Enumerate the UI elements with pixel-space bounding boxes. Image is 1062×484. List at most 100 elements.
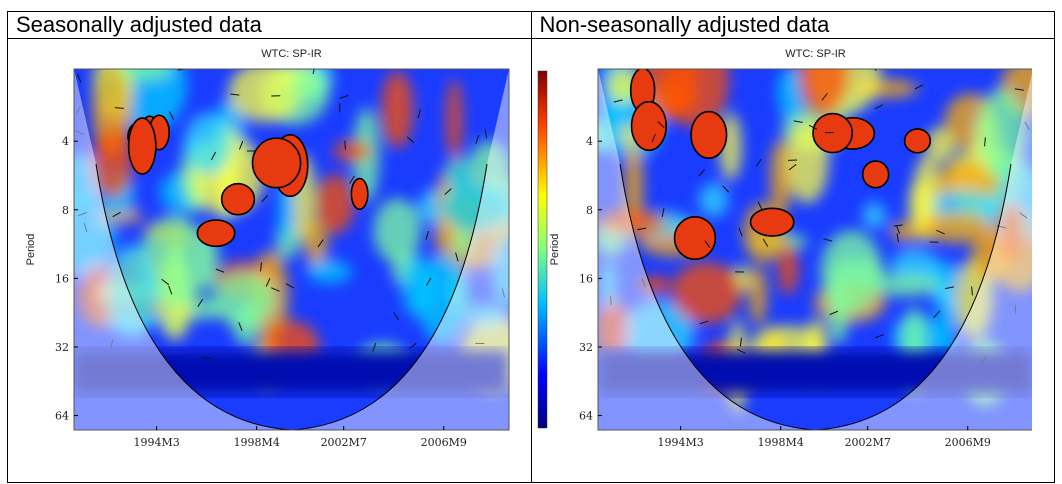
- y-tick-label: 4: [62, 135, 69, 148]
- phase-arrow: [425, 277, 432, 286]
- x-tick-label: 1994M3: [134, 436, 180, 449]
- phase-arrow: [636, 227, 646, 231]
- phase-arrow: [75, 106, 81, 115]
- phase-arrow: [317, 239, 324, 248]
- phase-arrow: [230, 93, 240, 96]
- phase-arrow: [762, 238, 768, 247]
- phase-arrow: [793, 120, 803, 123]
- phase-arrow: [873, 69, 877, 72]
- y-axis-label: Period: [25, 234, 37, 266]
- x-tick-label: 2006M9: [421, 436, 467, 449]
- phase-arrow: [406, 136, 415, 144]
- y-tick-label: 16: [55, 272, 69, 285]
- phase-arrow: [409, 342, 417, 349]
- phase-arrow: [699, 320, 708, 325]
- significance-contour: [196, 219, 236, 248]
- phase-arrow: [1014, 88, 1024, 91]
- phase-arrow: [755, 158, 762, 167]
- x-tick-label: 2006M9: [944, 436, 990, 449]
- plot-frame: [73, 68, 510, 431]
- significance-contour: [251, 137, 302, 189]
- phase-arrow: [444, 188, 452, 196]
- y-tick-label: 16: [579, 272, 593, 285]
- phase-arrow: [979, 356, 987, 364]
- phase-arrow: [83, 223, 88, 232]
- phase-arrow: [737, 227, 743, 237]
- left-panel: WTC: SP-IR 4 8 16 32 64 Period 1994M3 1998M4 2002…: [7, 38, 548, 483]
- left-panel-header: Seasonally adjusted data: [7, 11, 532, 39]
- phase-arrow: [349, 175, 355, 184]
- phase-arrow: [372, 342, 377, 352]
- phase-arrow: [112, 211, 121, 218]
- phase-arrow: [874, 334, 884, 339]
- phase-arrow: [344, 140, 346, 150]
- phase-arrow: [651, 133, 656, 143]
- x-tick-label: 2002M7: [321, 436, 367, 449]
- cone-of-influence-shade: [74, 69, 509, 430]
- phase-arrow: [77, 212, 87, 217]
- phase-arrow: [238, 322, 243, 331]
- phase-arrow: [501, 288, 506, 298]
- phase-arrow: [475, 134, 480, 144]
- y-tick-label: 8: [586, 204, 593, 217]
- phase-arrow: [261, 194, 269, 203]
- phase-arrow: [260, 262, 262, 272]
- chart-title: WTC: SP-IR: [261, 48, 322, 60]
- cone-of-influence-shade: [597, 69, 1032, 430]
- significance-contour: [220, 182, 256, 216]
- phase-arrow: [757, 201, 762, 210]
- phase-arrow: [1018, 212, 1027, 219]
- phase-arrow: [874, 104, 883, 110]
- phase-arrow: [983, 137, 986, 147]
- phase-arrow: [736, 348, 746, 354]
- phase-arrow: [210, 151, 217, 161]
- significance-contour: [689, 110, 727, 160]
- plot-frame: [597, 68, 1032, 431]
- phase-arrow: [265, 278, 271, 287]
- phase-arrow: [1014, 304, 1016, 314]
- phase-arrow: [202, 356, 212, 359]
- right-panel: WTC: SP-IR 4 8 16 32 64 Period 1994M3 1998M4 2002…: [530, 38, 1055, 483]
- phase-arrow: [1023, 121, 1030, 130]
- significance-contour: [903, 128, 931, 154]
- phase-arrow: [822, 238, 832, 242]
- phase-arrow: [893, 224, 903, 227]
- y-tick-label: 32: [579, 341, 593, 354]
- phase-arrow: [895, 225, 900, 234]
- x-tick-label: 1998M4: [234, 436, 280, 449]
- significance-contour: [350, 177, 369, 211]
- significance-contour: [861, 160, 889, 189]
- phase-arrow: [914, 84, 923, 90]
- phase-arrow: [697, 168, 705, 177]
- phase-arrow: [828, 310, 838, 316]
- phase-arrow: [484, 129, 488, 139]
- phase-arrow: [425, 231, 429, 240]
- phase-arrow: [935, 229, 945, 235]
- phase-arrow: [703, 240, 710, 249]
- phase-arrow: [788, 163, 797, 171]
- phase-arrow: [215, 268, 225, 273]
- y-tick-label: 64: [55, 410, 69, 423]
- phase-arrow: [393, 312, 400, 321]
- phase-arrow: [455, 252, 459, 262]
- cone-of-influence-line: [619, 163, 1011, 430]
- phase-arrow: [168, 285, 173, 295]
- phase-arrow: [721, 185, 729, 193]
- significance-contour: [630, 100, 667, 152]
- phase-arrow: [739, 337, 742, 347]
- wtc-chart-seasonally-adjusted: WTC: SP-IR 4 8 16 32 64 Period 1994M3 1998M4 2002…: [25, 48, 548, 449]
- phase-arrow: [932, 310, 940, 318]
- phase-arrow: [271, 287, 280, 292]
- phase-arrow: [944, 286, 954, 290]
- phase-arrow: [76, 74, 82, 83]
- significance-contour: [127, 117, 157, 175]
- phase-arrow: [161, 278, 170, 286]
- phase-arrow: [109, 339, 114, 349]
- phase-arrow: [820, 92, 828, 101]
- wtc-chart-non-seasonally-adjusted: WTC: SP-IR 4 8 16 32 64 Period 1994M3 1998M4 2002…: [549, 48, 1032, 449]
- x-tick-label: 1994M3: [657, 436, 703, 449]
- significance-contour: [749, 207, 795, 237]
- phase-arrow: [656, 121, 665, 129]
- phase-arrow: [339, 94, 349, 99]
- phase-arrow: [613, 99, 623, 103]
